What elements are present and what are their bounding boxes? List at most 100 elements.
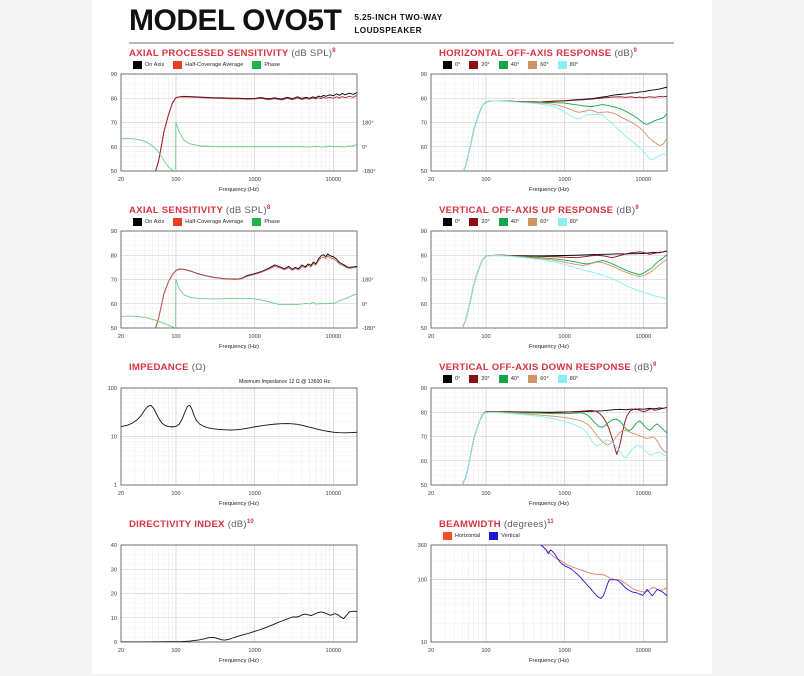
legend-item: Phase [252, 218, 280, 226]
legend-swatch-icon [173, 61, 183, 69]
svg-text:360: 360 [418, 543, 427, 549]
legend-swatch-icon [133, 61, 142, 69]
svg-text:20: 20 [428, 334, 434, 340]
legend-swatch-icon [528, 375, 538, 383]
legend-item: Phase [252, 61, 280, 69]
chart-legend: On Axis Half-Coverage Average Phase [133, 218, 280, 226]
plot-area: 1 10 100 20 100 1000 10000 Frequency (Hz) [108, 386, 403, 511]
legend-swatch-icon [469, 218, 479, 226]
legend-swatch-icon [528, 61, 538, 69]
legend-label: On Axis [145, 219, 165, 225]
chart-panel-beamwidth: BEAMWIDTH (degrees)11 Horizontal Vertical 1… [402, 519, 712, 676]
legend-item: 80° [557, 61, 579, 69]
header-rule [129, 42, 674, 44]
chart-legend: On Axis Half-Coverage Average Phase [133, 61, 280, 69]
chart-title: AXIAL SENSITIVITY (dB SPL)8 [129, 205, 271, 217]
chart-title: HORIZONTAL OFF-AXIS RESPONSE (dB)9 [439, 48, 638, 60]
legend-label: 60° [540, 219, 549, 225]
product-subtitle: 5.25-INCH TWO-WAY LOUDSPEAKER [354, 6, 442, 37]
legend-swatch-icon [489, 532, 499, 540]
legend-label: 0° [455, 376, 461, 382]
svg-text:10000: 10000 [326, 648, 342, 654]
plot-area: 50 60 70 80 90 20 100 1000 10000 180° 0° -180° Frequ… [111, 72, 403, 197]
legend-swatch-icon [443, 218, 452, 226]
chart-panel-axial-processed: AXIAL PROCESSED SENSITIVITY (dB SPL)8 On … [92, 48, 402, 205]
svg-text:90: 90 [421, 72, 427, 78]
chart-title: AXIAL PROCESSED SENSITIVITY (dB SPL)8 [129, 48, 336, 60]
svg-text:60: 60 [111, 302, 117, 308]
chart-panel-vertical-down-offaxis: VERTICAL OFF-AXIS DOWN RESPONSE (dB)9 0° 2… [402, 362, 712, 519]
legend-item: 80° [557, 375, 578, 383]
svg-text:Frequency (Hz): Frequency (Hz) [529, 187, 569, 193]
svg-text:0: 0 [114, 640, 117, 646]
svg-text:1000: 1000 [558, 648, 570, 654]
legend-swatch-icon [469, 61, 479, 69]
legend-item: On Axis [133, 218, 164, 226]
svg-text:100: 100 [171, 648, 180, 654]
svg-text:60: 60 [421, 459, 427, 465]
legend-swatch-icon [252, 218, 262, 226]
chart-legend: 0° 20° 40° 60° 80° [443, 218, 578, 226]
page-header: MODEL OVO5T 5.25-INCH TWO-WAY LOUDSPEAKE… [129, 4, 674, 37]
chart-row: IMPEDANCE (Ω) Minimum Impedance 12 Ω @ 13… [92, 362, 712, 519]
chart-panel-axial-sensitivity: AXIAL SENSITIVITY (dB SPL)8 On Axis Half-C… [92, 205, 402, 362]
svg-text:Frequency (Hz): Frequency (Hz) [219, 344, 259, 350]
legend-swatch-icon [498, 375, 508, 383]
legend-label: 60° [540, 62, 549, 68]
plot-area: 50 60 70 80 90 20 100 1000 10000 Frequency (Hz) [421, 386, 713, 511]
svg-text:1000: 1000 [248, 491, 260, 497]
legend-label: 40° [510, 376, 520, 382]
svg-text:Frequency (Hz): Frequency (Hz) [219, 658, 259, 664]
svg-text:-180°: -180° [362, 169, 375, 175]
svg-text:100: 100 [418, 578, 427, 584]
legend-item: 60° [528, 218, 549, 226]
legend-swatch-icon [173, 218, 183, 226]
svg-text:1000: 1000 [248, 177, 260, 183]
svg-text:10: 10 [111, 616, 117, 622]
chart-footnote-marker: 10 [246, 519, 254, 525]
legend-swatch-icon [498, 218, 508, 226]
svg-text:100: 100 [171, 334, 180, 340]
legend-item: 20° [469, 375, 490, 383]
svg-text:100: 100 [108, 386, 117, 392]
legend-label: 40° [510, 219, 520, 225]
legend-item: 20° [469, 61, 490, 69]
legend-label: Half-Coverage Average [185, 62, 244, 68]
svg-text:80: 80 [111, 96, 117, 102]
legend-swatch-icon [443, 532, 452, 540]
legend-item: Vertical [489, 532, 520, 540]
chart-footnote-marker: 9 [633, 48, 638, 54]
legend-label: 0° [455, 219, 461, 225]
legend-item: Half-Coverage Average [173, 61, 243, 69]
chart-grid: AXIAL PROCESSED SENSITIVITY (dB SPL)8 On … [92, 48, 712, 676]
svg-text:50: 50 [111, 169, 117, 175]
svg-text:20: 20 [118, 334, 124, 340]
svg-text:Frequency (Hz): Frequency (Hz) [219, 501, 259, 507]
legend-label: 80° [569, 62, 579, 68]
svg-text:80: 80 [111, 253, 117, 259]
svg-text:90: 90 [111, 229, 117, 235]
svg-text:90: 90 [421, 229, 427, 235]
plot-area: 10 100 360 20 100 1000 10000 Frequency (Hz) [418, 543, 713, 668]
chart-footnote-marker: 11 [547, 519, 555, 525]
chart-unit: (dB) [614, 48, 634, 60]
svg-text:1: 1 [114, 483, 117, 489]
svg-text:20: 20 [428, 491, 434, 497]
svg-text:Frequency (Hz): Frequency (Hz) [529, 344, 569, 350]
plot-area: 50 60 70 80 90 20 100 1000 10000 Frequency (Hz) [421, 229, 713, 354]
svg-text:80: 80 [421, 253, 427, 259]
svg-text:1000: 1000 [558, 334, 570, 340]
svg-text:50: 50 [421, 169, 427, 175]
svg-text:20: 20 [118, 491, 124, 497]
chart-panel-directivity-index: DIRECTIVITY INDEX (dB)10 0 10 20 30 40 20 100 10… [92, 519, 402, 676]
plot-area: 50 60 70 80 90 20 100 1000 10000 Frequency (Hz) [421, 72, 713, 197]
chart-unit: (Ω) [191, 362, 207, 373]
chart-row: AXIAL PROCESSED SENSITIVITY (dB SPL)8 On … [92, 48, 712, 205]
svg-text:Frequency (Hz): Frequency (Hz) [529, 501, 569, 507]
page-title: MODEL OVO5T [129, 4, 342, 37]
chart-unit: (dB SPL) [291, 48, 333, 60]
subtitle-line-1: 5.25-INCH TWO-WAY [354, 13, 443, 22]
legend-item: 0° [443, 218, 460, 226]
svg-text:-180°: -180° [362, 326, 375, 332]
svg-text:10000: 10000 [326, 334, 342, 340]
